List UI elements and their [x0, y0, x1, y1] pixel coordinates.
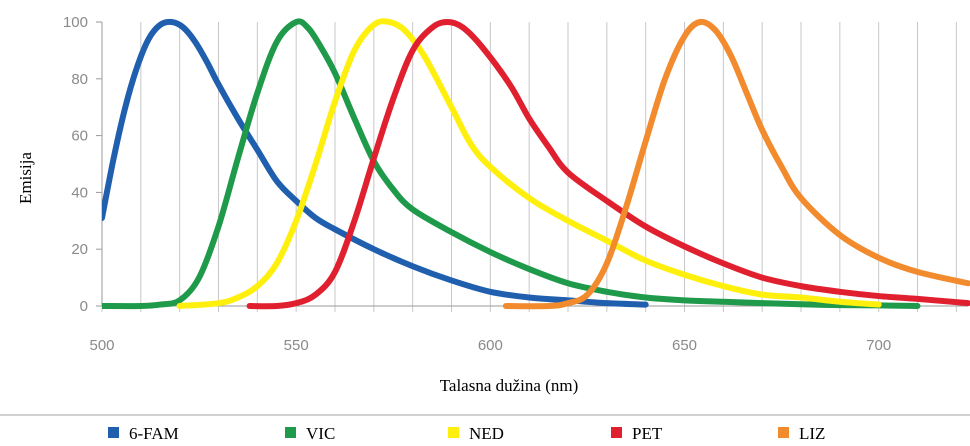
legend-swatch-liz — [778, 427, 789, 438]
series-line-ned — [176, 18, 882, 309]
legend-swatch-vic — [285, 427, 296, 438]
legend-label-pet: PET — [632, 424, 663, 443]
x-tick-label: 600 — [478, 337, 503, 354]
legend-swatch-ned — [448, 427, 459, 438]
axes — [96, 21, 968, 307]
x-tick-label: 650 — [672, 337, 697, 354]
series-line-6-fam — [102, 18, 649, 308]
x-tick-label: 550 — [284, 337, 309, 354]
series-line-liz — [502, 18, 970, 310]
y-tick-label: 20 — [71, 241, 88, 258]
x-tick-labels: 500 550 600 650 700 — [89, 337, 891, 354]
y-tick-label: 100 — [63, 14, 88, 31]
y-tick-label: 80 — [71, 71, 88, 88]
series-line-pet — [246, 19, 970, 310]
legend-label-ned: NED — [469, 424, 504, 443]
x-tick-label: 500 — [89, 337, 114, 354]
series-lines — [102, 18, 970, 310]
y-tick-label: 0 — [80, 298, 88, 315]
y-tick-label: 40 — [71, 184, 88, 201]
y-tick-label: 60 — [71, 128, 88, 145]
legend-label-6-fam: 6-FAM — [129, 424, 179, 443]
series-line-vic — [102, 18, 921, 310]
x-axis-title: Talasna dužina (nm) — [440, 376, 579, 395]
x-tick-label: 700 — [866, 337, 891, 354]
legend-label-vic: VIC — [306, 424, 335, 443]
legend: 6-FAM VIC NED PET LIZ — [108, 424, 825, 443]
legend-label-liz: LIZ — [799, 424, 825, 443]
y-axis-title: Emisija — [16, 152, 35, 204]
legend-swatch-pet — [611, 427, 622, 438]
legend-swatch-6-fam — [108, 427, 119, 438]
y-tick-labels: 0 20 40 60 80 100 — [63, 14, 88, 315]
